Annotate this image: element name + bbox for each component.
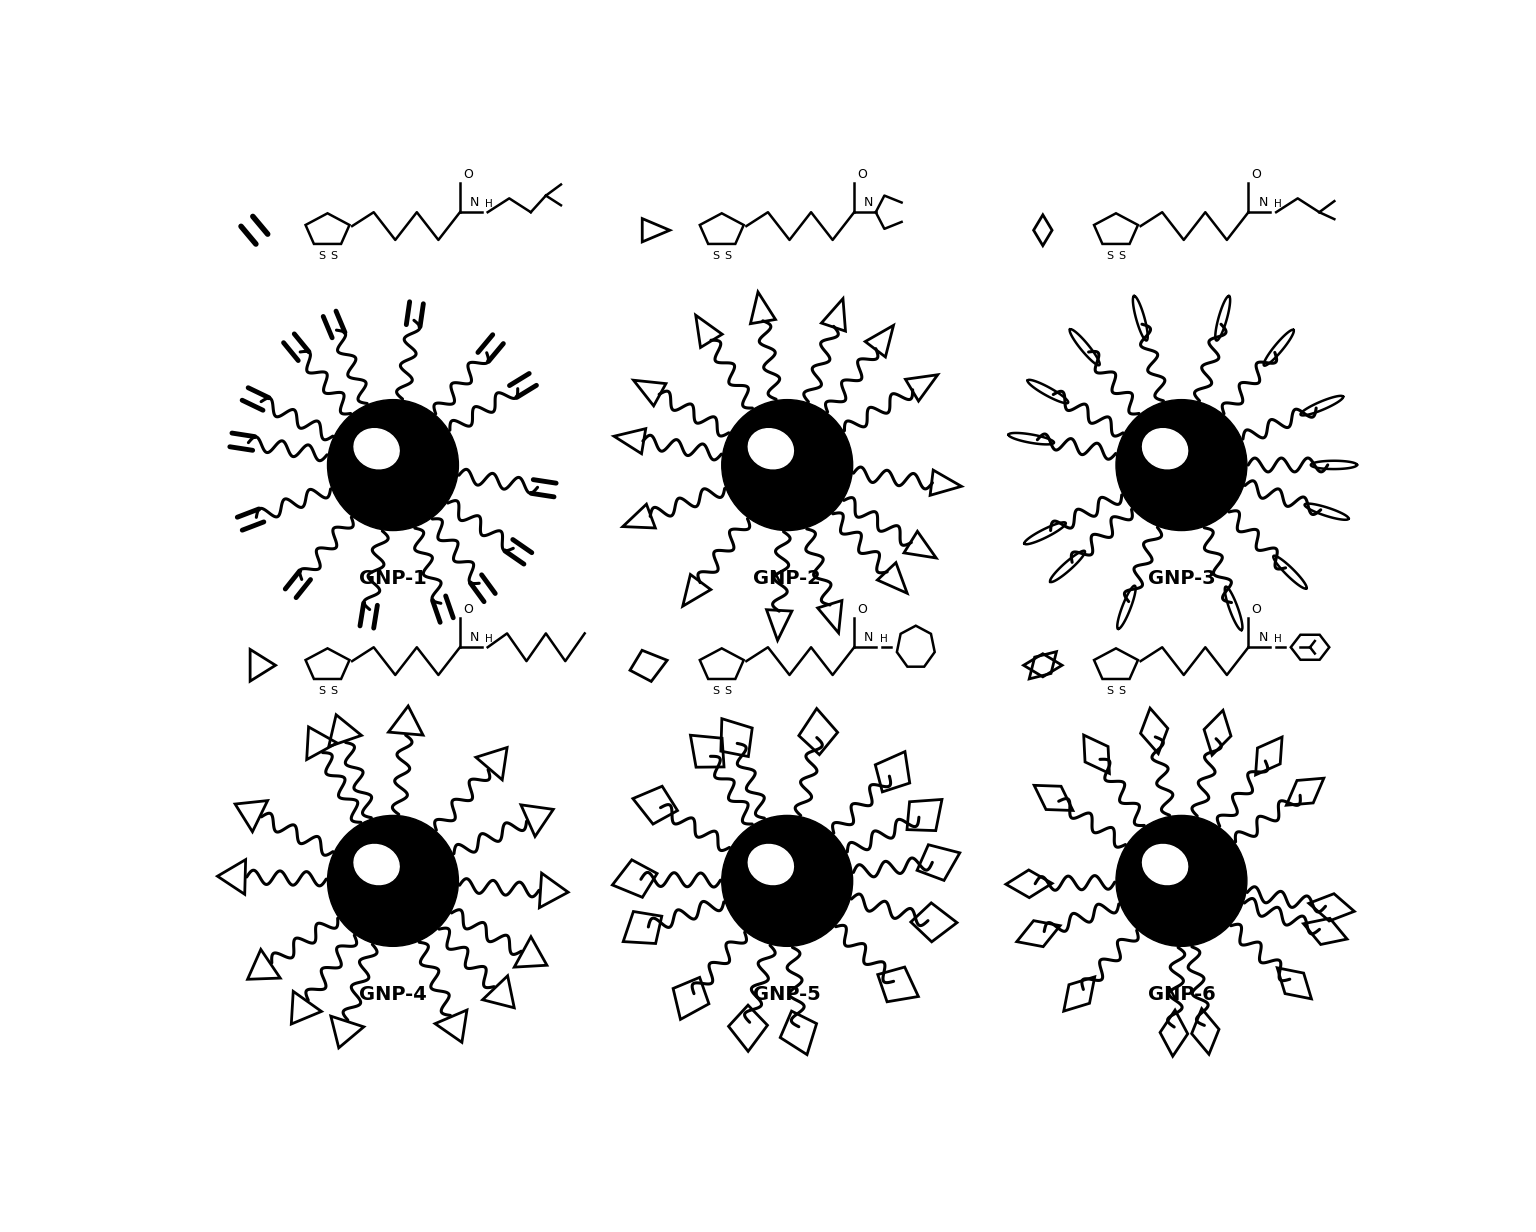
Text: H: H	[485, 200, 493, 209]
Text: N: N	[865, 196, 874, 209]
Text: H: H	[880, 634, 888, 644]
Text: S: S	[1118, 251, 1126, 261]
Text: GNP-6: GNP-6	[1147, 984, 1215, 1004]
Text: GNP-1: GNP-1	[359, 569, 427, 588]
Text: S: S	[1106, 251, 1114, 261]
Text: O: O	[857, 604, 868, 616]
Text: S: S	[1106, 686, 1114, 696]
Text: S: S	[725, 251, 731, 261]
Text: S: S	[330, 686, 338, 696]
Text: N: N	[1258, 196, 1267, 209]
Text: S: S	[713, 686, 719, 696]
Circle shape	[327, 399, 458, 531]
Text: S: S	[725, 686, 731, 696]
Text: GNP-5: GNP-5	[753, 984, 822, 1004]
Ellipse shape	[1143, 844, 1187, 885]
Circle shape	[327, 816, 458, 946]
Text: O: O	[857, 169, 868, 181]
Circle shape	[722, 399, 852, 531]
Ellipse shape	[355, 844, 399, 885]
Text: H: H	[1273, 634, 1281, 644]
Text: GNP-2: GNP-2	[753, 569, 822, 588]
Text: N: N	[865, 631, 874, 644]
Text: GNP-3: GNP-3	[1147, 569, 1215, 588]
Text: O: O	[462, 169, 473, 181]
Text: H: H	[485, 634, 493, 644]
Text: N: N	[1258, 631, 1267, 644]
Text: S: S	[318, 251, 326, 261]
Text: N: N	[470, 631, 479, 644]
Circle shape	[1117, 816, 1247, 946]
Ellipse shape	[355, 429, 399, 468]
Text: S: S	[1118, 686, 1126, 696]
Ellipse shape	[748, 429, 794, 468]
Text: O: O	[1252, 169, 1261, 181]
Text: S: S	[330, 251, 338, 261]
Text: S: S	[713, 251, 719, 261]
Ellipse shape	[748, 844, 794, 885]
Circle shape	[1117, 399, 1247, 531]
Text: N: N	[470, 196, 479, 209]
Text: O: O	[1252, 604, 1261, 616]
Text: H: H	[1273, 200, 1281, 209]
Text: GNP-4: GNP-4	[359, 984, 427, 1004]
Ellipse shape	[1143, 429, 1187, 468]
Circle shape	[722, 816, 852, 946]
Text: O: O	[462, 604, 473, 616]
Text: S: S	[318, 686, 326, 696]
